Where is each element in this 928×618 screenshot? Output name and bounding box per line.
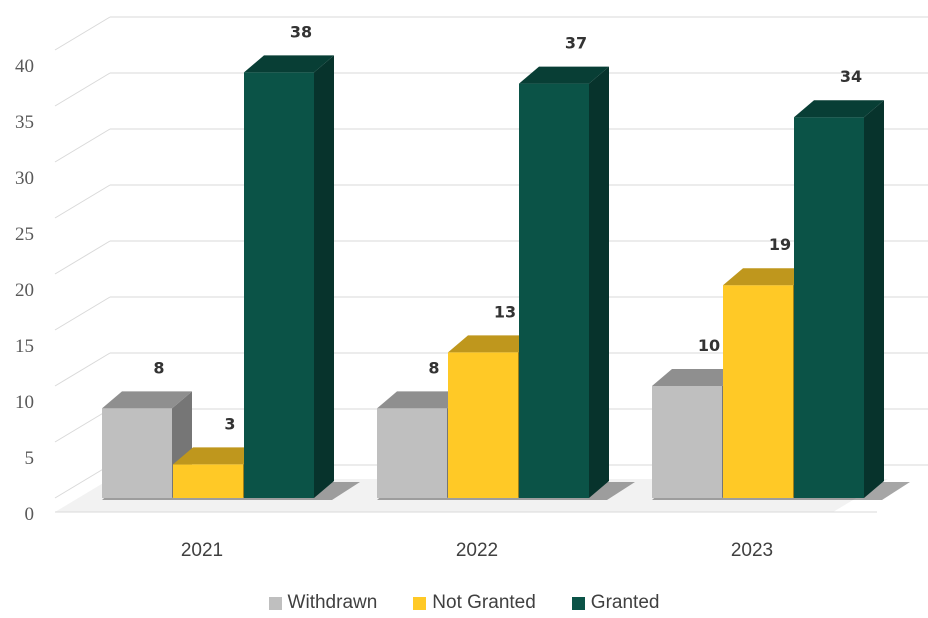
bar-front xyxy=(102,408,172,498)
data-label: 38 xyxy=(290,22,312,41)
bar-top xyxy=(794,100,884,118)
legend-item-granted: Granted xyxy=(571,592,660,614)
data-labels: 8 3 38 8 13 37 10 19 34 xyxy=(153,22,862,433)
legend-swatch-granted xyxy=(571,596,585,610)
gridline-depth xyxy=(54,240,111,275)
data-label: 3 xyxy=(224,414,235,433)
legend-item-not-granted: Not Granted xyxy=(413,592,536,614)
data-label: 8 xyxy=(428,358,439,377)
bar-top xyxy=(448,335,538,353)
legend: Withdrawn Not Granted Granted xyxy=(0,592,928,614)
bar-side xyxy=(589,66,609,498)
gridline-depth xyxy=(54,72,111,107)
legend-label-withdrawn: Withdrawn xyxy=(287,592,378,613)
legend-swatch-withdrawn xyxy=(268,596,282,610)
bar-top xyxy=(173,447,263,465)
data-label: 8 xyxy=(153,358,164,377)
bar-side xyxy=(314,55,334,499)
legend-item-withdrawn: Withdrawn xyxy=(268,592,378,614)
data-label: 34 xyxy=(840,67,862,86)
x-tick-label: 2022 xyxy=(456,540,498,561)
x-tick-label: 2023 xyxy=(731,540,773,561)
y-tick-label: 20 xyxy=(15,280,34,301)
y-tick-label: 15 xyxy=(15,336,34,357)
gridline-depth xyxy=(54,408,111,443)
x-tick-label: 2021 xyxy=(181,540,223,561)
bar-front xyxy=(652,386,722,498)
data-label: 19 xyxy=(769,235,791,254)
x-axis: 2021 2022 2023 xyxy=(181,540,773,561)
y-axis: 0 5 10 15 20 25 30 35 40 xyxy=(15,56,34,525)
gridline-depth xyxy=(54,184,111,219)
bar-front xyxy=(377,408,447,498)
bar-front xyxy=(448,352,518,498)
gridline-depth xyxy=(54,352,111,387)
legend-swatch-not-granted xyxy=(413,596,427,610)
bar xyxy=(102,391,192,498)
data-label: 13 xyxy=(494,302,516,321)
legend-label-granted: Granted xyxy=(590,592,660,613)
data-label: 37 xyxy=(565,34,587,53)
bar xyxy=(244,55,334,499)
bar-top xyxy=(652,369,742,386)
bar-front xyxy=(723,285,793,498)
bar-front xyxy=(244,72,314,499)
bar-front xyxy=(173,464,243,498)
data-label: 10 xyxy=(698,336,720,355)
y-tick-label: 30 xyxy=(15,168,34,189)
gridline-depth xyxy=(54,296,111,331)
bar-top xyxy=(102,391,192,409)
y-tick-label: 35 xyxy=(15,112,34,133)
y-tick-label: 0 xyxy=(25,504,35,525)
bar-top xyxy=(377,391,467,409)
gridline-depth xyxy=(54,128,111,163)
bar-top xyxy=(723,268,813,286)
y-tick-label: 40 xyxy=(15,56,34,77)
gridline-depth xyxy=(54,16,111,51)
legend-label-not-granted: Not Granted xyxy=(432,592,536,613)
bar-top xyxy=(519,66,609,84)
bar xyxy=(519,66,609,498)
y-tick-label: 5 xyxy=(25,448,35,469)
bar-front xyxy=(794,117,864,498)
bar-front xyxy=(519,83,589,498)
bars xyxy=(102,55,910,500)
bar xyxy=(794,100,884,498)
gridline-depth xyxy=(54,464,111,499)
y-tick-label: 10 xyxy=(15,392,34,413)
bar-top xyxy=(244,55,334,73)
y-tick-label: 25 xyxy=(15,224,34,245)
bar-side xyxy=(864,100,884,498)
